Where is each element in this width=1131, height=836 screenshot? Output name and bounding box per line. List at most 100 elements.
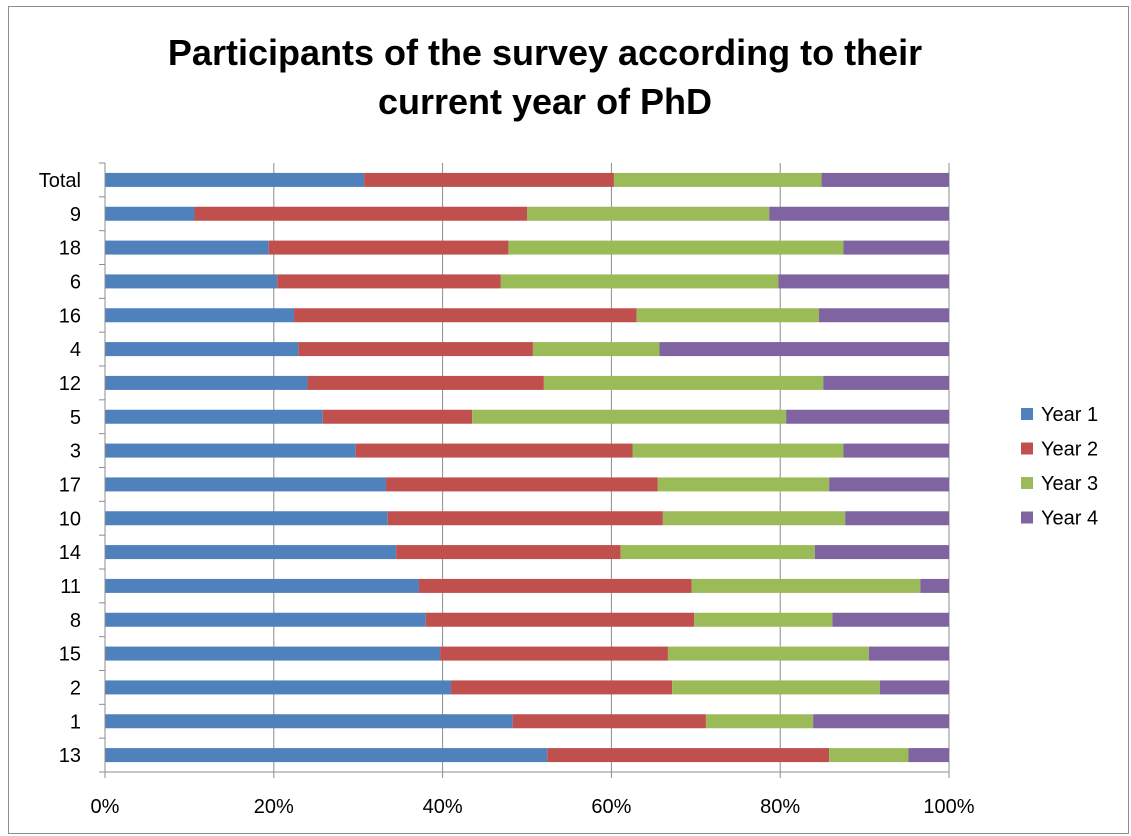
bar-segment-year-1 bbox=[105, 274, 278, 289]
axes bbox=[99, 162, 950, 778]
bar-segment-year-3 bbox=[662, 511, 846, 526]
bar-segment-year-3 bbox=[691, 578, 921, 593]
bar-segment-year-2 bbox=[396, 545, 621, 560]
legend-swatch bbox=[1021, 408, 1033, 420]
bar-segment-year-2 bbox=[268, 240, 509, 255]
legend-item: Year 3 bbox=[1021, 473, 1098, 495]
bar-segment-year-1 bbox=[105, 206, 195, 221]
legend-swatch bbox=[1021, 442, 1033, 455]
bar-segment-year-3 bbox=[694, 612, 833, 627]
legend-label: Year 4 bbox=[1041, 508, 1098, 530]
bar-segment-year-1 bbox=[105, 308, 295, 323]
bar-segment-year-3 bbox=[829, 748, 909, 763]
bar-segment-year-4 bbox=[920, 578, 949, 593]
y-tick-label: 6 bbox=[70, 271, 81, 293]
bar-segment-year-2 bbox=[298, 342, 533, 357]
y-tick-label: 13 bbox=[59, 745, 81, 767]
bar-segment-year-2 bbox=[322, 409, 473, 424]
y-tick-label: 1 bbox=[70, 711, 81, 733]
bar-segment-year-2 bbox=[386, 477, 658, 492]
y-tick-label: Total bbox=[39, 170, 81, 192]
bar-segment-year-1 bbox=[105, 477, 387, 492]
bar-segment-year-1 bbox=[105, 612, 426, 627]
y-tick-label: 17 bbox=[59, 474, 81, 496]
bar-segment-year-4 bbox=[845, 511, 949, 526]
bar-segment-year-3 bbox=[657, 477, 830, 492]
legend-label: Year 2 bbox=[1041, 439, 1098, 461]
bar-segment-year-4 bbox=[843, 443, 949, 458]
y-tick-label: 12 bbox=[59, 373, 81, 395]
bar-segment-year-2 bbox=[451, 680, 673, 695]
bar-segment-year-3 bbox=[636, 308, 820, 323]
x-tick-label: 40% bbox=[423, 796, 463, 818]
bar-segment-year-2 bbox=[512, 714, 706, 729]
bar-segment-year-2 bbox=[425, 612, 695, 627]
bar-segment-year-4 bbox=[659, 342, 949, 357]
bar-segment-year-2 bbox=[194, 206, 528, 221]
bar-segment-year-4 bbox=[786, 409, 949, 424]
bar-segment-year-2 bbox=[418, 578, 692, 593]
bar-segment-year-1 bbox=[105, 545, 397, 560]
bar-segment-year-1 bbox=[105, 342, 299, 357]
legend-swatch bbox=[1021, 477, 1033, 489]
bar-segment-year-4 bbox=[821, 172, 949, 187]
y-tick-label: 15 bbox=[59, 644, 81, 666]
bar-segment-year-1 bbox=[105, 714, 513, 729]
bar-segment-year-3 bbox=[543, 375, 824, 390]
bar-segment-year-1 bbox=[105, 680, 452, 695]
bar-segment-year-1 bbox=[105, 646, 441, 661]
gridlines bbox=[273, 163, 950, 772]
bar-segment-year-3 bbox=[527, 206, 770, 221]
legend-item: Year 2 bbox=[1021, 439, 1098, 461]
bar-segment-year-1 bbox=[105, 748, 548, 763]
bar-segment-year-4 bbox=[829, 477, 949, 492]
legend-swatch bbox=[1021, 511, 1033, 524]
bar-segment-year-3 bbox=[620, 545, 815, 560]
bar-segment-year-3 bbox=[500, 274, 779, 289]
bar-segment-year-1 bbox=[105, 443, 356, 458]
bar-segment-year-2 bbox=[294, 308, 637, 323]
bar-segment-year-2 bbox=[277, 274, 501, 289]
legend-label: Year 3 bbox=[1041, 473, 1098, 495]
bar-segment-year-4 bbox=[819, 308, 949, 323]
bar-segment-year-3 bbox=[508, 240, 844, 255]
x-tick-label: 100% bbox=[923, 796, 974, 818]
bar-segment-year-4 bbox=[769, 206, 949, 221]
bar-segment-year-1 bbox=[105, 240, 269, 255]
y-tick-label: 16 bbox=[59, 305, 81, 327]
bar-segment-year-1 bbox=[105, 511, 388, 526]
y-tick-label: 5 bbox=[70, 407, 81, 429]
y-axis-labels: Total 9 18 6 16 4 12 5 3 17 10 14 11 8 15 2 1 13 bbox=[39, 170, 81, 767]
bar-segment-year-2 bbox=[387, 511, 663, 526]
y-tick-label: 3 bbox=[70, 441, 81, 463]
legend-item: Year 1 bbox=[1021, 404, 1098, 426]
bar-segment-year-4 bbox=[879, 680, 949, 695]
bar-segment-year-3 bbox=[532, 342, 660, 357]
y-tick-label: 2 bbox=[70, 677, 81, 699]
x-tick-label: 60% bbox=[591, 796, 631, 818]
bar-segment-year-3 bbox=[472, 409, 787, 424]
bar-segment-year-4 bbox=[908, 748, 949, 763]
bar-segment-year-2 bbox=[307, 375, 544, 390]
x-tick-label: 20% bbox=[254, 796, 294, 818]
y-tick-label: 4 bbox=[70, 339, 81, 361]
chart-title: Participants of the survey according to … bbox=[167, 32, 923, 122]
bar-segment-year-3 bbox=[672, 680, 880, 695]
bar-segment-year-4 bbox=[778, 274, 949, 289]
x-tick-label: 80% bbox=[760, 796, 800, 818]
bar-segment-year-1 bbox=[105, 578, 419, 593]
y-tick-label: 8 bbox=[70, 610, 81, 632]
x-tick-label: 0% bbox=[91, 796, 120, 818]
bar-segment-year-4 bbox=[832, 612, 949, 627]
bar-segment-year-4 bbox=[823, 375, 949, 390]
bar-segment-year-1 bbox=[105, 409, 323, 424]
bar-segment-year-2 bbox=[355, 443, 633, 458]
bar-segment-year-1 bbox=[105, 172, 365, 187]
legend-item: Year 4 bbox=[1021, 508, 1098, 530]
y-tick-label: 14 bbox=[59, 542, 81, 564]
bar-segment-year-4 bbox=[868, 646, 949, 661]
y-tick-label: 18 bbox=[59, 238, 81, 260]
y-tick-label: 10 bbox=[59, 508, 81, 530]
bar-segment-year-3 bbox=[613, 172, 822, 187]
